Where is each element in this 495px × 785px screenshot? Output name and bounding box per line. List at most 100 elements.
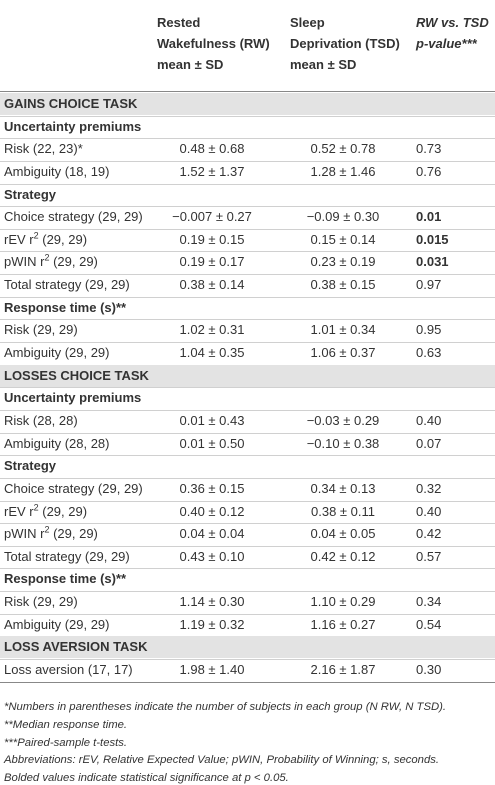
label-text: (29, 29) (49, 254, 98, 270)
p-value: 0.32 (416, 480, 442, 496)
row-rule (0, 342, 495, 344)
group-title: Response time (s)** (4, 571, 127, 587)
tsd-value: −0.03 ± 0.29 (306, 412, 380, 428)
section-title: LOSS AVERSION TASK (4, 639, 148, 655)
tsd-value: 0.52 ± 0.78 (310, 141, 376, 157)
row-rule (0, 545, 495, 547)
row-label: Ambiguity (18, 19) (4, 164, 110, 180)
header-rule (0, 91, 495, 92)
label-text: Total strategy (29, 29) (4, 277, 130, 293)
footnote: Bolded values indicate statistical signi… (4, 772, 289, 785)
label-text: Total strategy (29, 29) (4, 548, 130, 564)
tsd-value: 0.34 ± 0.13 (310, 480, 376, 496)
p-value: 0.76 (416, 163, 442, 179)
row-rule (0, 659, 495, 660)
row-rule (0, 409, 495, 411)
tsd-value: 0.38 ± 0.15 (310, 277, 376, 293)
row-rule (0, 523, 495, 525)
group-title: Strategy (4, 458, 57, 474)
label-superscript: 2 (44, 524, 50, 535)
label-text: Ambiguity (28, 28) (4, 435, 110, 451)
p-value: 0.95 (416, 322, 442, 338)
tsd-value: 2.16 ± 1.87 (310, 662, 376, 677)
rw-value: 0.01 ± 0.43 (179, 412, 245, 428)
row-rule (0, 387, 495, 389)
tsd-value: 0.04 ± 0.05 (310, 526, 376, 542)
tsd-value: 0.15 ± 0.14 (310, 231, 376, 247)
row-label: pWIN r2 (29, 29) (4, 524, 98, 542)
rw-value: 1.14 ± 0.30 (179, 594, 245, 610)
tsd-value: 1.28 ± 1.46 (310, 163, 376, 179)
section-band (0, 93, 495, 115)
rw-value: 0.43 ± 0.10 (179, 548, 245, 564)
section-band (0, 636, 495, 659)
rw-value: 1.04 ± 0.35 (179, 345, 245, 361)
row-rule (0, 251, 495, 253)
row-label: rEV r2 (29, 29) (4, 231, 87, 248)
p-value: 0.34 (416, 594, 442, 610)
tsd-value: 1.16 ± 0.27 (310, 616, 376, 632)
p-value: 0.40 (416, 503, 442, 519)
tsd-value: 1.01 ± 0.34 (310, 322, 376, 338)
p-value: 0.73 (416, 141, 442, 157)
row-rule (0, 296, 495, 298)
p-value: 0.54 (416, 616, 442, 632)
label-text: rEV r (4, 503, 34, 519)
table-bottom-rule (0, 681, 495, 683)
p-value: 0.07 (416, 435, 442, 451)
column-header: p-value*** (416, 36, 477, 51)
column-header: mean ± SD (290, 57, 357, 72)
rw-value: 0.36 ± 0.15 (179, 480, 245, 496)
group-title: Uncertainty premiums (4, 390, 142, 406)
row-rule (0, 500, 495, 502)
label-text: Risk (28, 28) (4, 412, 78, 428)
tsd-value: 0.23 ± 0.19 (310, 254, 376, 270)
tsd-value: 0.38 ± 0.11 (311, 503, 375, 519)
rw-value: 0.38 ± 0.14 (179, 277, 245, 293)
label-text: pWIN r (4, 526, 45, 542)
section-title: LOSSES CHOICE TASK (4, 367, 149, 383)
column-header: RW vs. TSD (416, 15, 489, 30)
row-label: pWIN r2 (29, 29) (4, 254, 98, 270)
row-rule (0, 138, 495, 140)
p-value: 0.63 (416, 345, 442, 361)
label-text: pWIN r (4, 254, 45, 270)
row-rule (0, 477, 495, 479)
row-rule (0, 160, 495, 162)
footnote: **Median response time. (4, 718, 128, 731)
section-band (0, 364, 495, 387)
row-rule (0, 183, 495, 185)
p-value: 0.30 (416, 662, 442, 677)
p-value: 0.40 (416, 412, 442, 428)
column-header: Sleep (290, 15, 325, 30)
row-label: Total strategy (29, 29) (4, 277, 130, 293)
row-rule (0, 228, 495, 230)
row-label: Ambiguity (29, 29) (4, 617, 110, 633)
row-rule (0, 568, 495, 570)
row-label: Risk (29, 29) (4, 594, 78, 610)
label-text: Choice strategy (29, 29) (4, 480, 143, 496)
row-label: rEV r2 (29, 29) (4, 503, 87, 520)
rw-value: 1.02 ± 0.31 (179, 322, 245, 338)
tsd-value: −0.10 ± 0.38 (306, 435, 380, 451)
footnote: Abbreviations: rEV, Relative Expected Va… (4, 754, 440, 767)
row-label: Risk (22, 23)* (4, 141, 83, 157)
column-header: Deprivation (TSD) (290, 36, 400, 51)
p-value: 0.01 (416, 209, 442, 225)
group-title: Response time (s)** (4, 299, 127, 315)
row-rule (0, 115, 495, 117)
label-superscript: 2 (44, 253, 50, 264)
rw-value: 1.98 ± 1.40 (179, 662, 245, 677)
row-label: Choice strategy (29, 29) (4, 209, 143, 225)
rw-value: 0.19 ± 0.17 (179, 254, 245, 270)
row-rule (0, 432, 495, 434)
tsd-value: 1.10 ± 0.29 (310, 594, 376, 610)
tsd-value: 0.42 ± 0.12 (310, 548, 376, 564)
row-label: Ambiguity (28, 28) (4, 436, 110, 452)
p-value: 0.42 (416, 526, 442, 542)
rw-value: 0.19 ± 0.15 (179, 231, 245, 247)
p-value: 0.57 (416, 548, 442, 564)
rw-value: 0.04 ± 0.04 (179, 526, 245, 542)
label-text: Risk (29, 29) (4, 594, 78, 610)
